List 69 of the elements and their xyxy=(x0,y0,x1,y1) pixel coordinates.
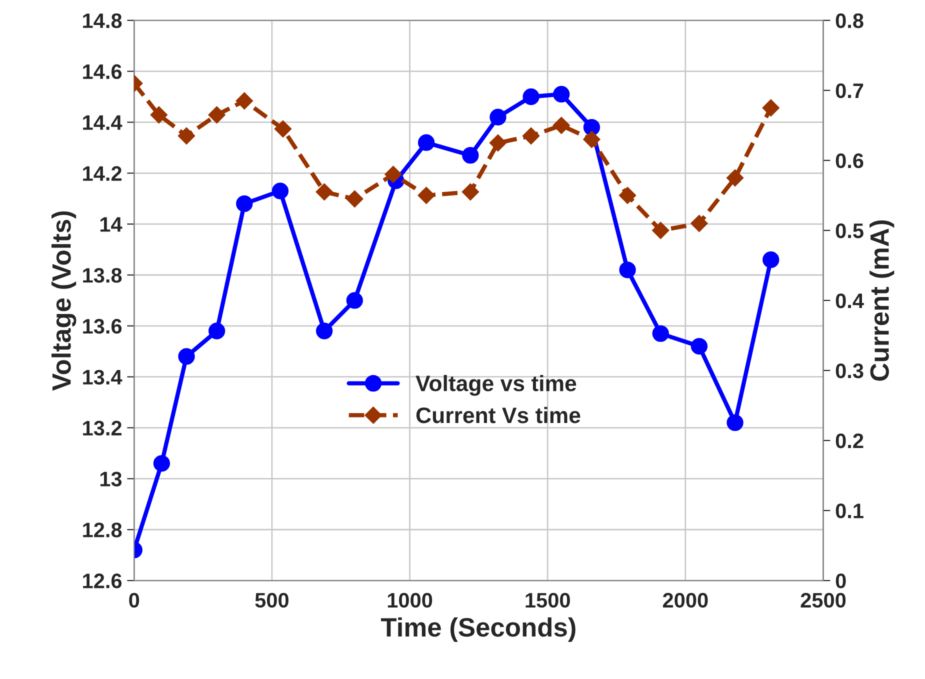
y2-tick-label: 0 xyxy=(836,574,846,588)
point xyxy=(690,214,708,232)
point xyxy=(522,127,540,144)
point xyxy=(384,166,402,183)
point xyxy=(462,146,479,164)
y-tick-label: 14.2 xyxy=(83,166,122,181)
legend-label: Voltage vs time xyxy=(416,374,576,396)
point xyxy=(208,322,226,340)
y-tick-label: 12.6 xyxy=(83,574,122,588)
point xyxy=(652,325,669,342)
point xyxy=(274,120,292,138)
point xyxy=(236,195,253,212)
y-tick-label: 13.8 xyxy=(83,268,122,283)
point xyxy=(690,338,708,355)
y2-tick-label: 0.7 xyxy=(836,83,864,98)
y-tick-label: 14.8 xyxy=(83,13,122,28)
point xyxy=(316,183,333,200)
point xyxy=(762,251,780,268)
point xyxy=(522,88,540,106)
y-tick-label: 14.4 xyxy=(83,115,122,130)
y2-tick-label: 0.4 xyxy=(836,293,864,308)
point xyxy=(150,106,168,124)
point xyxy=(346,190,364,208)
x-axis-title: Time (Seconds) xyxy=(380,617,576,642)
y-tick-label: 13.2 xyxy=(83,420,122,436)
x-tick-label: 0 xyxy=(129,592,140,608)
y-axis-title: Voltage (Volts) xyxy=(52,211,76,391)
point xyxy=(553,86,570,103)
y2-tick-label: 0.5 xyxy=(836,223,864,238)
point xyxy=(236,92,253,110)
y-tick-label: 14.6 xyxy=(83,64,122,80)
point xyxy=(346,292,363,309)
point xyxy=(726,169,744,186)
point xyxy=(178,348,195,365)
y2-tick-label: 0.6 xyxy=(836,153,864,168)
x-tick-label: 1500 xyxy=(526,592,570,608)
x-tick-label: 2500 xyxy=(800,592,846,608)
point xyxy=(619,262,636,278)
point xyxy=(316,322,333,340)
point xyxy=(726,414,744,432)
point xyxy=(208,106,226,124)
point xyxy=(462,183,479,200)
y2-tick-label: 0.8 xyxy=(836,13,864,28)
y-tick-label: 14 xyxy=(100,217,122,232)
point xyxy=(618,186,636,204)
y-tick-label: 12.8 xyxy=(83,522,122,538)
point xyxy=(178,127,196,144)
point xyxy=(489,134,507,152)
point xyxy=(153,455,170,472)
point xyxy=(552,116,570,134)
point xyxy=(418,134,435,151)
legend-label: Current Vs time xyxy=(416,406,580,424)
point xyxy=(418,186,435,204)
x-tick-label: 1000 xyxy=(388,592,432,608)
y2-tick-label: 0.1 xyxy=(836,504,864,518)
point xyxy=(272,182,289,200)
point xyxy=(762,99,780,116)
point xyxy=(583,118,600,136)
point xyxy=(490,108,506,126)
point xyxy=(583,130,600,148)
x-tick-label: 500 xyxy=(255,592,288,608)
y2-axis-title: Current (mA) xyxy=(870,220,894,381)
y-tick-label: 13.6 xyxy=(83,318,122,334)
point xyxy=(652,222,670,239)
y-tick-label: 13.4 xyxy=(83,370,122,385)
y2-tick-label: 0.2 xyxy=(836,434,864,448)
y2-tick-label: 0.3 xyxy=(836,363,864,378)
y-tick-label: 13 xyxy=(100,472,122,486)
x-tick-label: 2000 xyxy=(662,592,708,608)
